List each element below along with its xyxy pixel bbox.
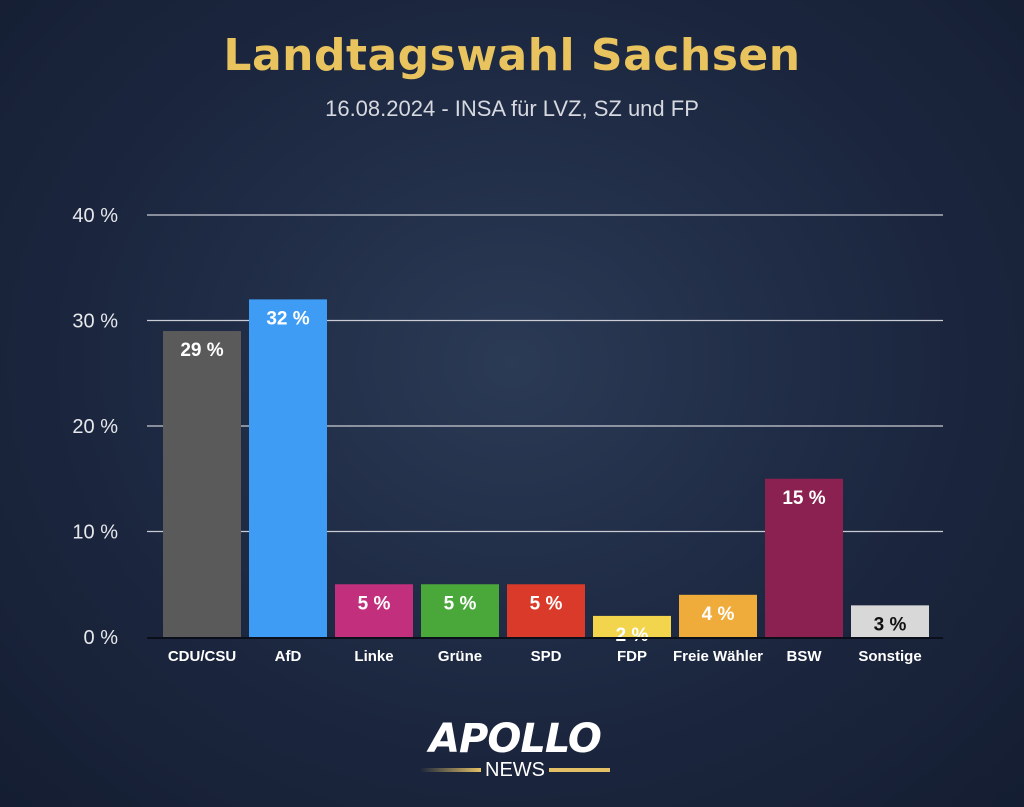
y-tick-label: 10 % [72,522,118,544]
bar-bsw [765,478,843,637]
data-label: 3 % [874,614,907,635]
data-label: 5 % [444,593,477,614]
bar-spd [507,584,585,637]
bar-cdu-csu [163,331,241,637]
y-tick-label: 0 % [84,627,119,649]
x-tick-label: Freie Wähler [673,648,763,665]
data-label: 2 % [616,625,649,646]
data-label: 4 % [702,604,735,625]
x-tick-label: FDP [617,648,647,665]
bar-freie-w-hler [679,594,757,637]
x-tick-label: Linke [354,648,393,665]
data-label: 29 % [180,340,223,361]
y-tick-label: 40 % [72,205,118,227]
bar-gr-ne [421,584,499,637]
chart-title: Landtagswahl Sachsen [223,30,801,81]
x-tick-label: CDU/CSU [168,648,236,665]
x-tick-label: AfD [275,648,302,665]
x-tick-label: Grüne [438,648,482,665]
logo-sub: NEWS [485,759,545,781]
x-tick-label: Sonstige [858,648,921,665]
logo-brand: APOLLO [429,716,602,762]
bar-linke [335,584,413,637]
x-tick-label: BSW [787,648,823,665]
bar-afd [249,299,327,637]
y-tick-label: 30 % [72,311,118,333]
data-label: 15 % [782,488,825,509]
x-tick-label: SPD [531,648,562,665]
chart-subtitle: 16.08.2024 - INSA für LVZ, SZ und FP [325,96,699,121]
y-tick-label: 20 % [72,416,118,438]
apollo-news-logo: APOLLO NEWS [420,718,610,780]
data-label: 5 % [530,593,563,614]
data-label: 5 % [358,593,391,614]
data-label: 32 % [266,308,309,329]
bar-sonstige [851,605,929,637]
bar-fdp [593,615,671,637]
